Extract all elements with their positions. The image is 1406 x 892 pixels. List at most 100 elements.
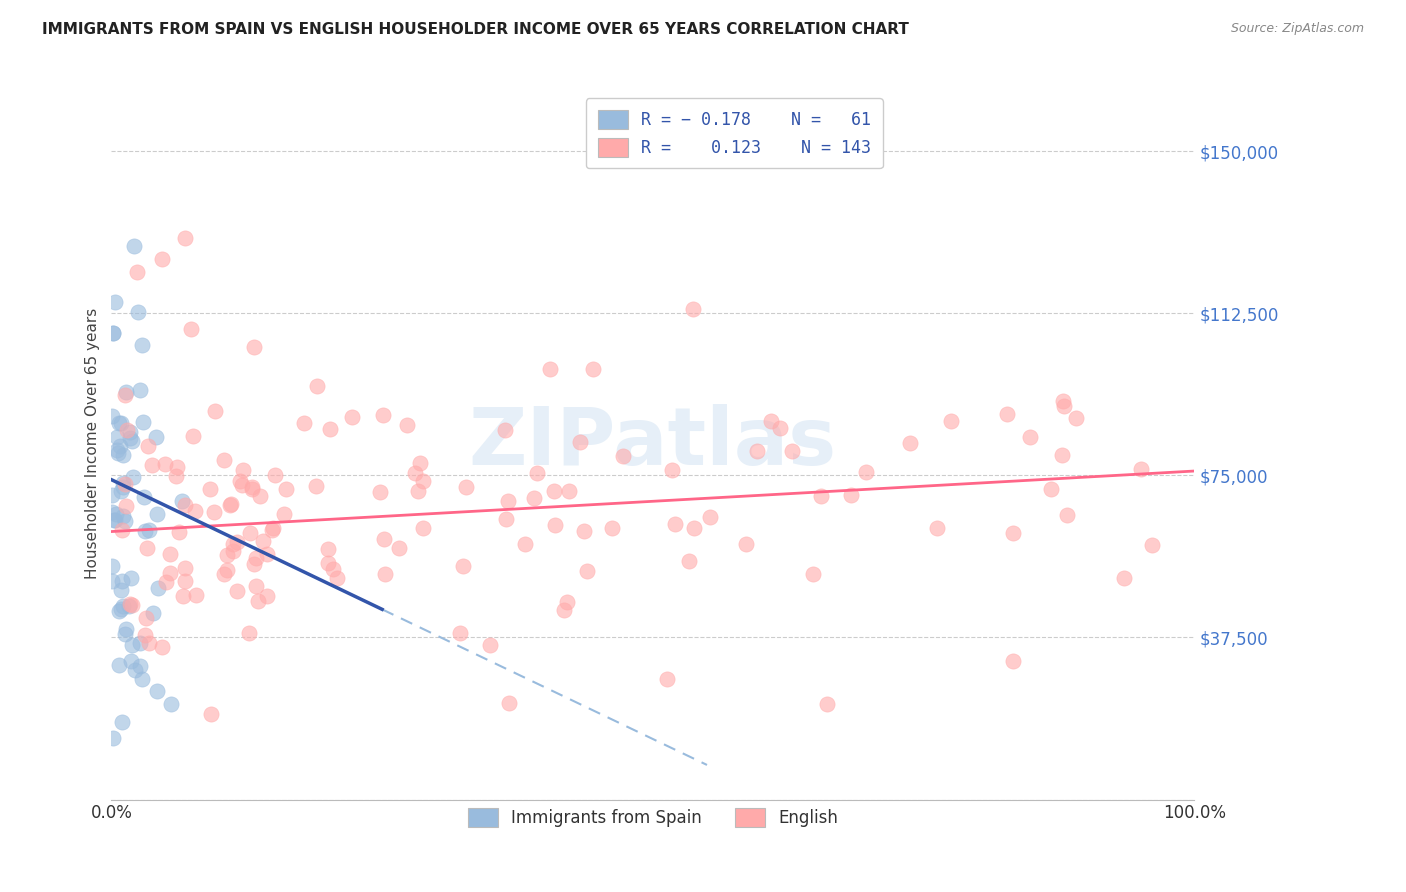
Point	[262, 523, 284, 537]
Point	[238, 626, 260, 640]
Point	[373, 408, 395, 422]
Point	[105, 442, 128, 457]
Point	[219, 497, 242, 511]
Point	[160, 698, 183, 712]
Point	[495, 423, 517, 437]
Point	[181, 429, 204, 443]
Point	[1019, 430, 1042, 444]
Point	[125, 265, 148, 279]
Point	[374, 566, 396, 581]
Point	[101, 574, 124, 588]
Point	[110, 602, 132, 616]
Point	[121, 434, 143, 448]
Legend: Immigrants from Spain, English: Immigrants from Spain, English	[461, 801, 845, 834]
Point	[387, 541, 409, 555]
Point	[322, 562, 344, 576]
Point	[575, 564, 598, 578]
Point	[132, 491, 155, 505]
Point	[200, 706, 222, 721]
Point	[682, 302, 704, 317]
Point	[131, 672, 153, 686]
Point	[124, 663, 146, 677]
Point	[159, 547, 181, 561]
Point	[1114, 571, 1136, 585]
Point	[212, 566, 235, 581]
Point	[316, 541, 339, 556]
Point	[264, 468, 287, 483]
Point	[107, 446, 129, 460]
Point	[340, 409, 363, 424]
Point	[110, 484, 132, 499]
Point	[217, 549, 239, 563]
Point	[127, 305, 149, 319]
Point	[543, 484, 565, 499]
Point	[114, 514, 136, 528]
Point	[217, 563, 239, 577]
Point	[274, 482, 297, 496]
Point	[136, 541, 159, 556]
Point	[406, 484, 429, 499]
Point	[222, 536, 245, 550]
Point	[101, 326, 124, 340]
Point	[129, 636, 152, 650]
Point	[249, 489, 271, 503]
Point	[114, 477, 136, 491]
Point	[138, 523, 160, 537]
Point	[239, 525, 262, 540]
Point	[226, 583, 249, 598]
Point	[174, 230, 197, 244]
Point	[114, 499, 136, 513]
Point	[159, 566, 181, 581]
Point	[661, 463, 683, 477]
Point	[245, 579, 267, 593]
Point	[111, 714, 134, 729]
Point	[498, 696, 520, 710]
Point	[1002, 526, 1025, 541]
Text: IMMIGRANTS FROM SPAIN VS ENGLISH HOUSEHOLDER INCOME OVER 65 YEARS CORRELATION CH: IMMIGRANTS FROM SPAIN VS ENGLISH HOUSEHO…	[42, 22, 910, 37]
Point	[110, 583, 132, 598]
Point	[111, 574, 134, 589]
Point	[839, 487, 862, 501]
Point	[110, 416, 132, 430]
Point	[243, 340, 266, 354]
Point	[128, 383, 150, 397]
Point	[745, 444, 768, 458]
Point	[101, 488, 124, 502]
Point	[735, 537, 758, 551]
Point	[107, 658, 129, 673]
Point	[657, 672, 679, 686]
Point	[111, 509, 134, 524]
Point	[395, 417, 418, 432]
Point	[678, 554, 700, 568]
Point	[167, 525, 190, 540]
Point	[114, 385, 136, 400]
Point	[212, 452, 235, 467]
Point	[104, 295, 127, 310]
Point	[232, 462, 254, 476]
Text: ZIPatlas: ZIPatlas	[468, 404, 837, 482]
Text: Source: ZipAtlas.com: Source: ZipAtlas.com	[1230, 22, 1364, 36]
Point	[226, 535, 249, 549]
Point	[995, 407, 1018, 421]
Point	[122, 470, 145, 484]
Point	[292, 416, 315, 430]
Y-axis label: Householder Income Over 65 years: Householder Income Over 65 years	[86, 308, 100, 579]
Point	[112, 480, 135, 494]
Point	[111, 599, 134, 614]
Point	[240, 480, 263, 494]
Point	[150, 640, 173, 654]
Point	[1053, 399, 1076, 413]
Point	[124, 239, 146, 253]
Point	[170, 493, 193, 508]
Point	[198, 482, 221, 496]
Point	[612, 449, 634, 463]
Point	[136, 439, 159, 453]
Point	[112, 475, 135, 490]
Point	[101, 409, 124, 424]
Point	[165, 468, 187, 483]
Point	[1002, 654, 1025, 668]
Point	[108, 417, 131, 431]
Point	[1142, 538, 1164, 552]
Point	[582, 362, 605, 376]
Point	[316, 556, 339, 570]
